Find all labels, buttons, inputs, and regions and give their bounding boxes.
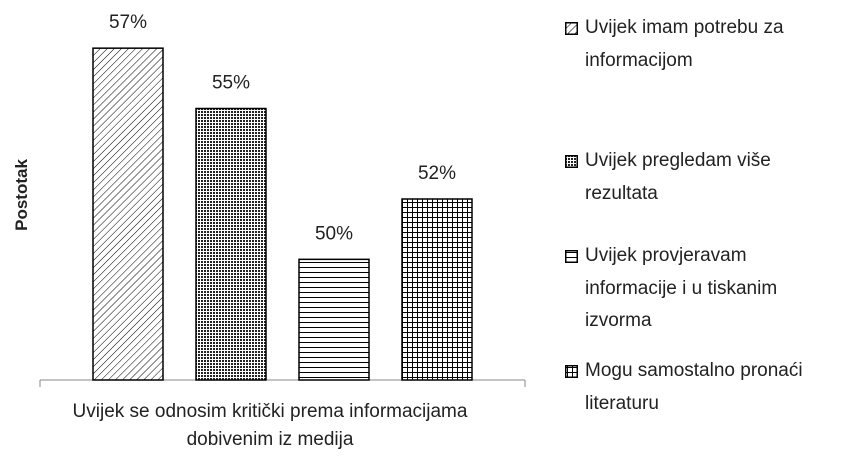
- data-label: 50%: [315, 223, 353, 244]
- legend-label: Mogu samostalno pronaći literaturu: [585, 360, 803, 414]
- legend-swatch: [565, 250, 578, 263]
- legend-label: Uvijek pregledam više rezultata: [585, 150, 771, 204]
- bar: [298, 258, 370, 381]
- bar: [92, 47, 164, 381]
- legend-swatch-box: [565, 365, 578, 378]
- bar: [401, 198, 473, 381]
- legend-swatch: [565, 365, 578, 378]
- y-axis-label: Postotak: [12, 159, 31, 231]
- legend-item: Uvijek pregledam više rezultata: [565, 145, 843, 210]
- data-label: 55%: [212, 73, 250, 94]
- legend-swatch-box: [565, 155, 578, 168]
- legend-label: Uvijek imam potrebu za informacijom: [585, 17, 784, 71]
- legend-swatch-box: [565, 22, 578, 35]
- legend-label: Uvijek provjeravam informacije i u tiska…: [585, 245, 778, 331]
- legend-item: Mogu samostalno pronaći literaturu: [565, 355, 843, 420]
- bar: [195, 107, 267, 381]
- legend-item: Uvijek imam potrebu za informacijom: [565, 12, 843, 77]
- data-label: 57%: [109, 12, 147, 33]
- legend-swatch: [565, 22, 578, 35]
- legend-item: Uvijek provjeravam informacije i u tiska…: [565, 240, 843, 338]
- legend-swatch: [565, 155, 578, 168]
- data-label: 52%: [418, 163, 456, 184]
- legend-swatch-box: [565, 250, 578, 263]
- x-tick-label: Uvijek se odnosim kritički prema informa…: [72, 401, 468, 450]
